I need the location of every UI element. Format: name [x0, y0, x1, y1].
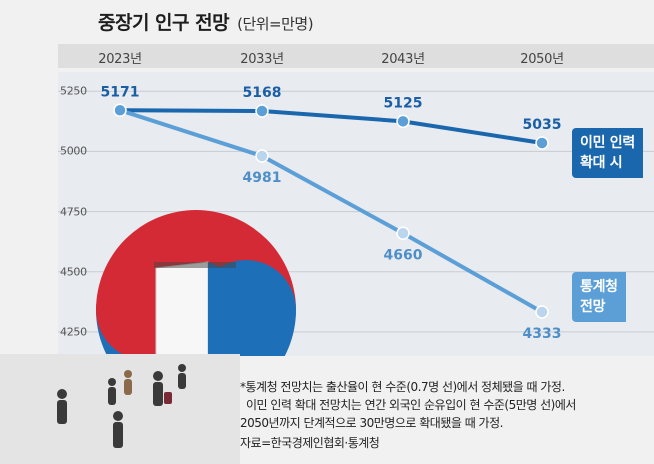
people-illustration — [0, 354, 240, 464]
door-panel — [208, 262, 234, 356]
plot-area: 5171 5168 5125 5035 4981 4660 4333 4250 4500 475… — [58, 72, 654, 356]
data-point — [113, 103, 127, 118]
data-point — [255, 149, 269, 163]
x-tick-label: 2033년 — [240, 52, 284, 67]
door-frame-top — [154, 262, 236, 268]
footnote-block: *통계청 전망치는 출산율이 현 수준(0.7명 선)에서 정체됐을 때 가정.… — [240, 378, 650, 452]
chart-title-group: 중장기 인구 전망 (단위=만명) — [98, 8, 314, 38]
x-tick-label: 2043년 — [381, 52, 425, 67]
series-label-immigration: 이민 인력 확대 시 — [572, 128, 643, 178]
data-point — [396, 226, 410, 241]
data-point — [535, 305, 549, 319]
y-tick-label: 5250 — [60, 84, 87, 98]
data-point — [396, 114, 410, 129]
series-label-line: 확대 시 — [580, 155, 623, 171]
footnote-line: *통계청 전망치는 출산율이 현 수준(0.7명 선)에서 정체됐을 때 가정. — [240, 380, 565, 394]
data-value-label: 4981 — [243, 170, 282, 186]
x-tick-label: 2050년 — [520, 52, 564, 67]
series-line-immigration — [118, 108, 544, 145]
line-chart: 5171 5168 5125 5035 4981 4660 4333 — [58, 84, 654, 356]
data-value-label: 4333 — [523, 326, 562, 342]
y-tick-label: 4500 — [60, 265, 87, 279]
series-label-line: 전망 — [580, 299, 606, 315]
chart-unit: (단위=만명) — [237, 15, 314, 33]
y-tick-label: 5000 — [60, 144, 87, 158]
footnote-line: 이민 인력 확대 전망치는 연간 외국인 순유입이 현 수준(5만명 선)에서 — [246, 398, 576, 412]
data-point — [255, 104, 269, 118]
series-label-statistics: 통계청 전망 — [572, 272, 626, 322]
y-tick-label: 4750 — [60, 205, 87, 219]
y-tick-label: 4250 — [60, 325, 87, 339]
data-value-label: 4660 — [384, 247, 423, 263]
data-value-label: 5035 — [523, 117, 562, 133]
series-line-statistics — [118, 108, 544, 314]
x-tick-label: 2023년 — [98, 52, 142, 67]
data-value-label: 5168 — [243, 85, 282, 101]
data-value-label: 5125 — [384, 95, 423, 111]
series-label-line: 통계청 — [580, 279, 618, 295]
data-value-label: 5171 — [101, 84, 140, 100]
x-axis-year-bar: 2023년 2033년 2043년 2050년 — [58, 44, 654, 68]
open-door — [155, 261, 209, 356]
series-label-line: 이민 인력 — [580, 135, 635, 151]
taegeuk-door-illustration — [96, 210, 296, 356]
footnote-line: 2050년까지 단계적으로 30만명으로 확대됐을 때 가정. — [240, 416, 503, 430]
source-note: 자료=한국경제인협회·통계청 — [240, 436, 380, 450]
chart-title: 중장기 인구 전망 — [98, 12, 230, 34]
data-point — [535, 136, 549, 150]
